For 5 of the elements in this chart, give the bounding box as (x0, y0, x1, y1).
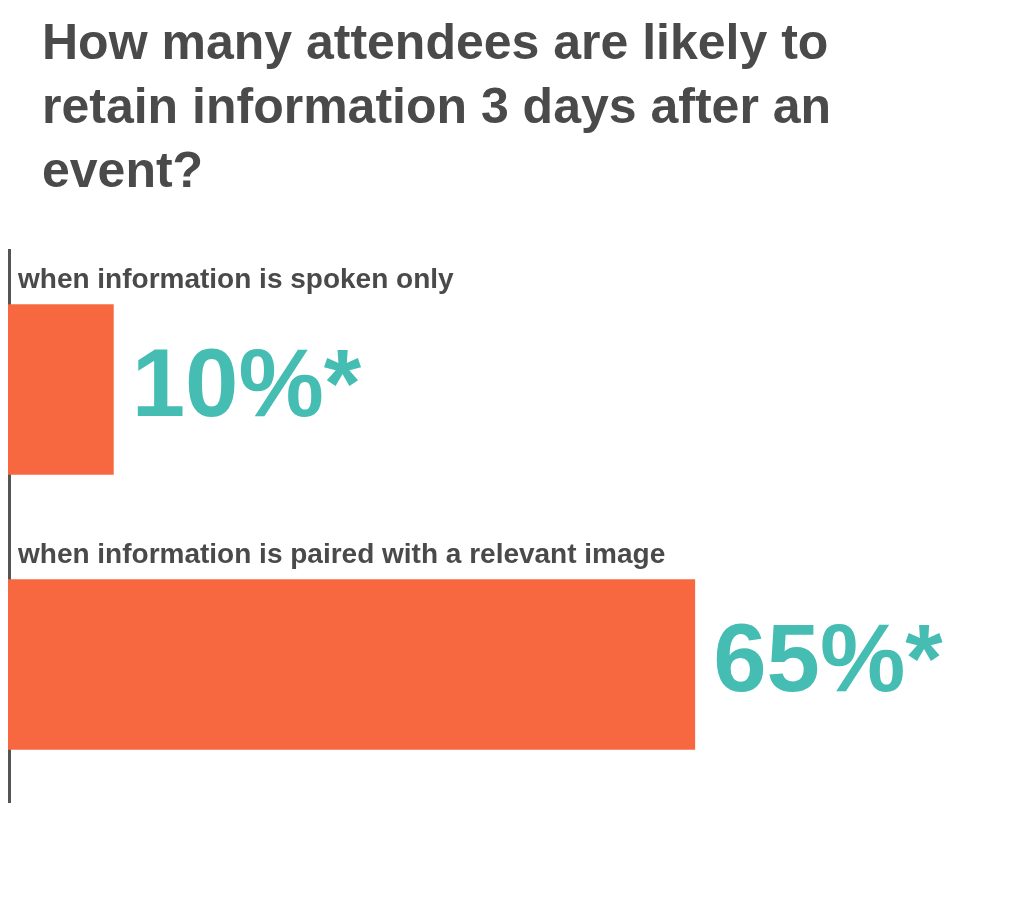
chart-title: How many attendees are likely to retain information 3 days after an event? (42, 13, 833, 200)
y-tick-label: when information is paired with a relevant image (17, 537, 666, 569)
y-tick-label: when information is spoken only (17, 262, 455, 294)
data-label: 10%* (131, 328, 362, 436)
data-label: 65%* (713, 603, 944, 711)
